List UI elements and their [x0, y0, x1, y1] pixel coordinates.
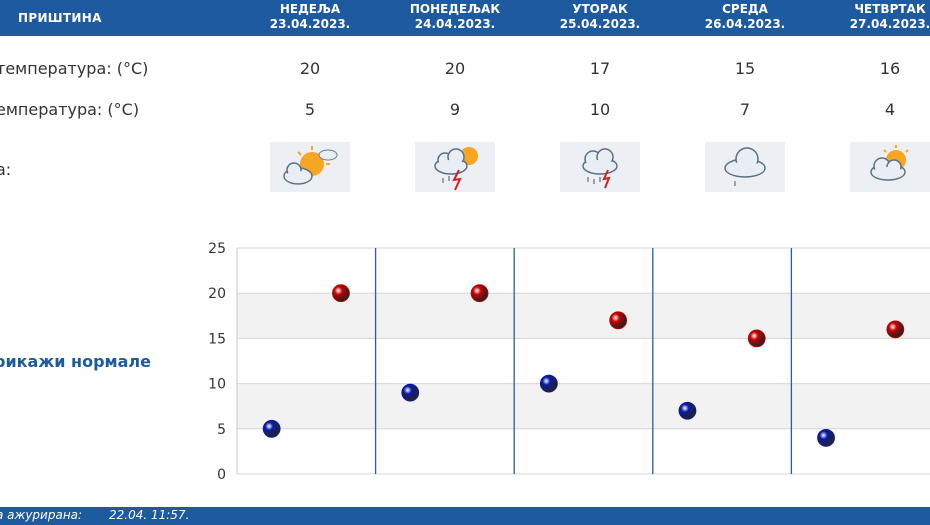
- show-normals-toggle[interactable]: рикажи нормале: [0, 352, 151, 371]
- max-temp-value: 15: [734, 59, 756, 78]
- max-temp-value: 20: [299, 59, 321, 78]
- min-temp-value: 10: [589, 100, 611, 119]
- y-tick-label: 25: [208, 241, 226, 257]
- day-date: 23.04.2023.: [269, 17, 351, 31]
- updated-time: 22.04. 11:57.: [109, 508, 190, 522]
- y-tick-label: 15: [208, 331, 226, 347]
- max-temp-value: 20: [444, 59, 466, 78]
- min-temp-value: 5: [304, 100, 316, 119]
- day-header-3: УТОРАК 25.04.2023.: [535, 2, 665, 32]
- day-name: УТОРАК: [572, 2, 628, 16]
- weather-label: а:: [0, 160, 12, 179]
- updated-label: а ажурирана:: [0, 508, 83, 522]
- data-point: [747, 329, 766, 348]
- data-point: [332, 284, 350, 303]
- min-temp-value: 7: [739, 100, 751, 119]
- data-point: [678, 401, 697, 420]
- max-temp-value: 17: [589, 59, 611, 78]
- data-point: [817, 428, 835, 447]
- forecast-header: ПРИШТИНА НЕДЕЉА 23.04.2023. ПОНЕДЕЉАК 24…: [0, 0, 930, 36]
- day-name: ЧЕТВРТАК: [854, 2, 926, 16]
- data-point: [886, 320, 905, 339]
- max-temp-label: температура: (°C): [0, 59, 149, 78]
- max-temp-value: 16: [879, 59, 901, 78]
- day-date: 24.04.2023.: [414, 17, 496, 31]
- day-name: СРЕДА: [722, 2, 768, 16]
- data-point: [401, 383, 420, 402]
- min-temp-value: 9: [449, 100, 461, 119]
- sun-behind-cloud-icon: [270, 142, 350, 192]
- cloud-rain-icon: [705, 142, 785, 192]
- partly-cloudy-icon: [850, 142, 930, 192]
- y-tick-label: 20: [208, 286, 226, 302]
- data-point: [262, 419, 281, 438]
- y-tick-label: 0: [217, 467, 226, 483]
- data-point: [609, 311, 628, 330]
- day-name: НЕДЕЉА: [279, 2, 341, 16]
- day-date: 27.04.2023.: [849, 17, 930, 31]
- thunderstorm-sun-icon: [415, 142, 495, 192]
- city-name: ПРИШТИНА: [18, 11, 102, 25]
- temperature-chart: 0 5 10 15 20 25: [208, 241, 930, 483]
- day-header-5: ЧЕТВРТАК 27.04.2023.: [825, 2, 930, 32]
- y-tick-label: 5: [217, 422, 226, 438]
- grid-band: [237, 383, 930, 429]
- min-temp-value: 4: [884, 100, 896, 119]
- y-tick-label: 10: [208, 377, 226, 393]
- grid-band: [237, 293, 930, 339]
- data-point: [470, 284, 489, 303]
- footer-bar: а ажурирана: 22.04. 11:57.: [0, 507, 930, 525]
- data-point: [539, 374, 558, 393]
- day-header-1: НЕДЕЉА 23.04.2023.: [245, 2, 375, 32]
- day-header-4: СРЕДА 26.04.2023.: [680, 2, 810, 32]
- min-temp-label: емпература: (°C): [0, 100, 140, 119]
- day-name: ПОНЕДЕЉАК: [409, 2, 501, 16]
- day-date: 25.04.2023.: [559, 17, 641, 31]
- day-date: 26.04.2023.: [704, 17, 786, 31]
- day-header-2: ПОНЕДЕЉАК 24.04.2023.: [390, 2, 520, 32]
- thunderstorm-rain-icon: [560, 142, 640, 192]
